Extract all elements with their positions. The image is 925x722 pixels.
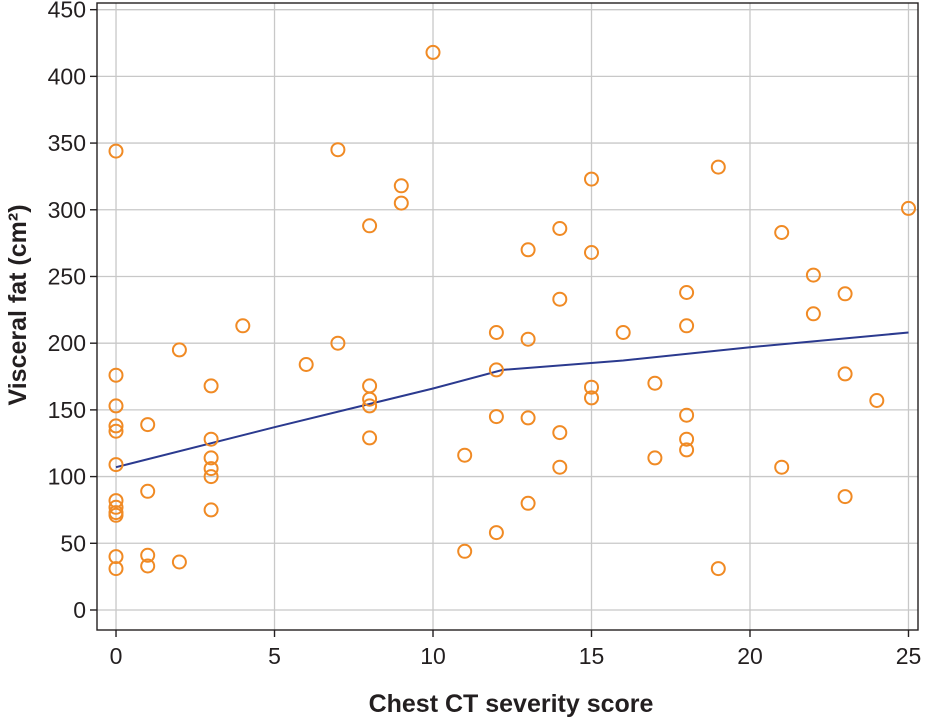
data-point — [108, 398, 124, 414]
plot-frame — [96, 2, 919, 631]
data-point — [140, 483, 156, 499]
data-point — [140, 558, 156, 574]
data-point — [837, 286, 853, 302]
data-point — [679, 431, 695, 447]
y-tick-label: 350 — [48, 130, 86, 156]
data-point — [108, 457, 124, 473]
data-point — [108, 499, 124, 515]
data-point — [108, 507, 124, 523]
data-point — [362, 378, 378, 394]
data-point — [805, 306, 821, 322]
data-point — [520, 242, 536, 258]
data-point — [679, 285, 695, 300]
y-tick-label: 200 — [48, 330, 86, 356]
y-tick-label: 300 — [48, 197, 86, 223]
data-point — [647, 375, 663, 391]
data-point — [362, 430, 378, 446]
data-point — [679, 442, 695, 458]
trend-line — [115, 331, 909, 469]
data-point — [393, 178, 409, 194]
data-point — [488, 362, 504, 378]
data-point — [584, 390, 599, 406]
data-point — [203, 461, 219, 477]
data-point — [140, 547, 156, 563]
x-tick-label: 25 — [896, 643, 922, 669]
data-point — [330, 335, 346, 351]
data-point — [584, 379, 599, 395]
data-point — [488, 409, 504, 425]
data-point — [774, 225, 790, 240]
data-point — [235, 318, 251, 334]
data-point — [837, 366, 853, 382]
data-point — [774, 459, 790, 475]
trend-layer — [115, 331, 909, 469]
data-point — [615, 325, 631, 340]
data-point — [488, 525, 504, 541]
points-layer — [108, 44, 916, 577]
data-point — [393, 195, 409, 211]
y-tick-label: 100 — [48, 464, 86, 490]
data-point — [552, 425, 568, 441]
data-point — [362, 218, 378, 234]
data-point — [488, 325, 504, 340]
data-point — [520, 331, 536, 347]
data-point — [805, 267, 821, 283]
data-point — [108, 143, 124, 159]
axis-ticks — [90, 8, 910, 637]
y-tick-label: 0 — [73, 597, 86, 623]
data-point — [552, 221, 568, 236]
data-point — [108, 367, 124, 383]
data-point — [425, 44, 441, 60]
data-point — [710, 561, 726, 577]
y-axis-title: Visceral fat (cm²) — [4, 204, 32, 405]
y-tick-label: 450 — [48, 0, 86, 23]
y-tick-label: 150 — [48, 397, 86, 423]
x-tick-label: 5 — [268, 643, 281, 669]
data-point — [108, 418, 124, 434]
data-point — [330, 142, 346, 158]
data-point — [108, 493, 124, 509]
data-point — [647, 450, 663, 466]
x-axis-title: Chest CT severity score — [369, 690, 654, 718]
y-tick-labels: 0 50 100 150 200 250 300 350 400 450 — [48, 0, 86, 623]
data-point — [203, 378, 219, 394]
data-point — [552, 291, 568, 307]
data-point — [108, 423, 124, 439]
data-point — [171, 342, 187, 358]
x-tick-label: 15 — [579, 643, 605, 669]
y-tick-label: 400 — [48, 63, 86, 89]
data-point — [552, 459, 568, 475]
data-point — [584, 245, 599, 260]
data-point — [203, 431, 219, 447]
data-point — [869, 393, 885, 408]
data-point — [520, 495, 536, 511]
data-point — [584, 171, 599, 187]
data-point — [108, 561, 124, 577]
data-point — [140, 417, 156, 433]
x-tick-label: 0 — [110, 643, 123, 669]
data-point — [362, 391, 378, 407]
x-tick-labels: 0 5 10 15 20 25 — [110, 643, 922, 669]
data-point — [203, 450, 219, 466]
y-tick-label: 50 — [60, 530, 86, 556]
data-point — [171, 554, 187, 570]
data-point — [710, 159, 726, 175]
data-point — [203, 469, 219, 485]
data-point — [362, 398, 378, 414]
data-point — [457, 447, 473, 463]
x-tick-label: 20 — [737, 643, 763, 669]
data-point — [520, 410, 536, 426]
data-point — [679, 407, 695, 423]
y-tick-label: 250 — [48, 263, 86, 289]
data-point — [679, 318, 695, 334]
x-tick-label: 10 — [420, 643, 446, 669]
data-point — [298, 357, 314, 372]
data-point — [901, 200, 916, 216]
data-point — [457, 543, 473, 559]
grid — [97, 3, 918, 630]
data-point — [203, 502, 219, 518]
data-point — [837, 489, 853, 505]
